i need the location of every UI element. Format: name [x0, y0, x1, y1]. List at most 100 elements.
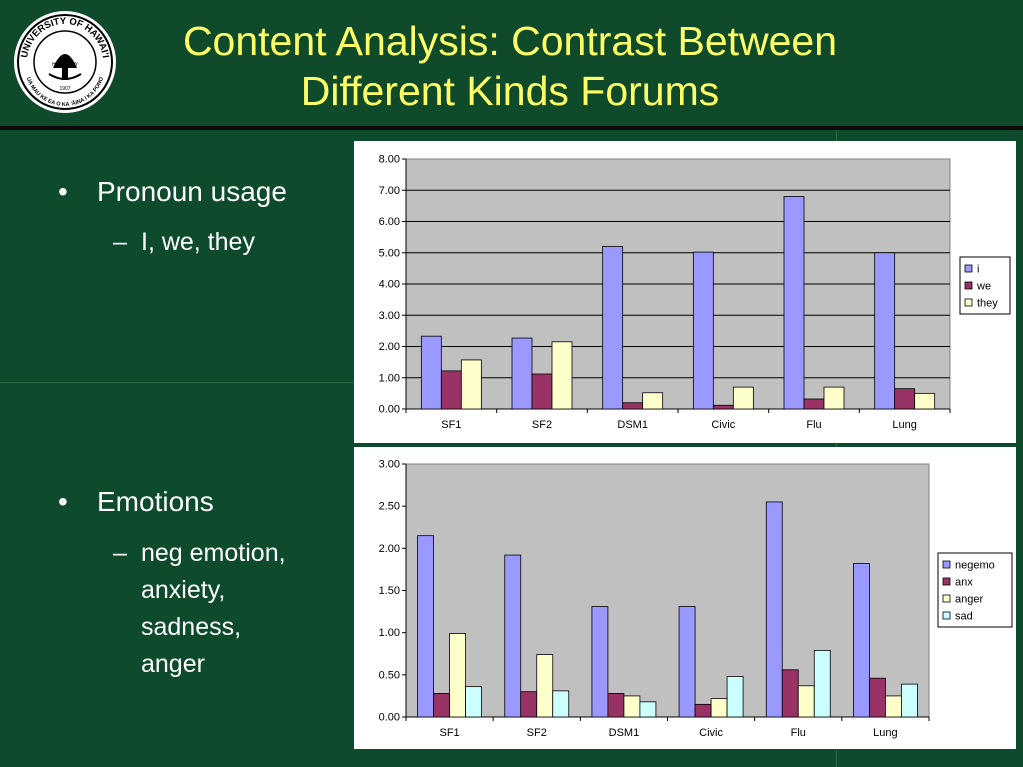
title-line-2: Different Kinds Forums	[300, 68, 720, 114]
y-tick-label: 3.00	[379, 310, 400, 322]
y-tick-label: 2.00	[379, 341, 400, 353]
y-tick-label: 7.00	[379, 185, 400, 197]
bar-negemo-DSM1	[591, 606, 609, 718]
bar-they-Lung	[914, 392, 936, 410]
bar-anx-SF2	[520, 691, 538, 718]
bar-i-Flu	[783, 196, 805, 410]
bar-negemo-Lung	[853, 563, 870, 718]
bullet-pronoun-usage: Pronoun usage	[97, 176, 287, 207]
bar-they-Civic	[732, 386, 754, 410]
x-tick-label: DSM1	[617, 419, 648, 431]
y-tick-label: 0.00	[379, 404, 400, 416]
svg-text:HUMANITY: HUMANITY	[52, 62, 79, 68]
x-tick-label: DSM1	[609, 727, 640, 739]
y-tick-label: 4.00	[379, 279, 400, 291]
legend-swatch-we	[964, 281, 973, 290]
bar-anger-DSM1	[623, 695, 641, 718]
sub-bullet-emotion-line-3: sadness,	[141, 613, 242, 641]
sub-bullet-emotion-line-1: neg emotion,	[141, 539, 286, 567]
bar-they-Flu	[823, 386, 845, 410]
bar-anger-Flu	[797, 685, 815, 718]
bar-negemo-SF2	[504, 554, 522, 718]
bar-anx-DSM1	[607, 692, 625, 718]
bar-anx-Lung	[869, 677, 886, 718]
bar-sad-SF2	[552, 690, 570, 718]
bar-we-Flu	[803, 398, 825, 410]
legend-label-sad: sad	[955, 611, 973, 623]
bullet-emotions: Emotions	[97, 486, 214, 517]
bar-anger-Lung	[885, 695, 902, 718]
bar-anger-SF2	[536, 654, 554, 718]
y-tick-label: 2.50	[379, 501, 400, 513]
bar-anx-Civic	[694, 703, 712, 718]
university-seal-logo: UNIVERSITY OF HAWAI'I UA MAU KE EA O KA …	[14, 11, 116, 113]
guide-line-horizontal	[0, 382, 360, 383]
bullet-marker: •	[58, 176, 68, 207]
y-tick-label: 8.00	[379, 154, 400, 166]
bar-they-SF1	[460, 359, 482, 410]
legend-label-anger: anger	[955, 594, 983, 606]
x-tick-label: Flu	[806, 419, 821, 431]
x-tick-label: SF2	[527, 727, 547, 739]
dash-marker: –	[113, 539, 127, 567]
dash-marker: –	[113, 228, 127, 256]
sub-bullet-emotion-line-2: anxiety,	[141, 576, 226, 604]
bar-i-Civic	[692, 251, 714, 410]
legend-swatch-sad	[942, 611, 951, 620]
bar-i-DSM1	[602, 246, 624, 410]
title-divider	[0, 126, 1023, 130]
x-tick-label: Civic	[699, 727, 723, 739]
x-tick-label: Flu	[791, 727, 806, 739]
sub-bullet-pronouns: I, we, they	[141, 228, 255, 256]
plot-area	[405, 463, 930, 718]
x-tick-label: SF1	[441, 419, 461, 431]
slide-title: Content Analysis: Contrast Between Diffe…	[120, 16, 900, 116]
y-tick-label: 6.00	[379, 216, 400, 228]
bar-i-Lung	[874, 252, 896, 410]
legend-label-anx: anx	[955, 577, 973, 589]
legend-label-we: we	[976, 281, 991, 293]
legend-label-negemo: negemo	[955, 560, 995, 572]
legend-swatch-negemo	[942, 560, 951, 569]
bar-we-Civic	[712, 404, 734, 410]
legend-label-i: i	[977, 264, 979, 276]
bar-anx-SF1	[433, 692, 450, 718]
bar-i-SF2	[511, 337, 533, 410]
bar-they-DSM1	[642, 392, 664, 410]
bar-we-Lung	[894, 388, 916, 410]
bar-we-SF1	[440, 370, 462, 410]
x-tick-label: SF1	[439, 727, 459, 739]
bar-negemo-SF1	[417, 535, 434, 718]
bar-sad-SF1	[465, 686, 482, 718]
title-line-1: Content Analysis: Contrast Between	[182, 18, 838, 64]
x-tick-label: Lung	[892, 419, 916, 431]
bar-we-DSM1	[622, 402, 644, 410]
x-tick-label: Lung	[873, 727, 897, 739]
sub-bullet-emotion-line-4: anger	[141, 650, 205, 678]
y-tick-label: 0.00	[379, 712, 400, 724]
emotion-chart: 0.00 0.50 1.00 1.50 2.00 2.50 3.00 SF1 SF2 DSM1 Ci…	[354, 447, 1016, 749]
bar-we-SF2	[531, 373, 553, 410]
pronoun-chart-svg: 0.00 1.00 2.00 3.00 4.00 5.00 6.00 7.00 8.00 SF1 S…	[379, 154, 1011, 431]
legend-label-they: they	[977, 298, 998, 310]
bar-anger-Civic	[710, 698, 728, 718]
y-tick-label: 1.00	[379, 372, 400, 384]
y-tick-label: 5.00	[379, 247, 400, 259]
y-tick-label: 2.00	[379, 543, 400, 555]
emotion-chart-svg: 0.00 0.50 1.00 1.50 2.00 2.50 3.00 SF1 SF2 DSM1 Ci…	[379, 459, 1013, 739]
bar-i-SF1	[420, 335, 442, 410]
bar-sad-Lung	[901, 683, 918, 718]
y-tick-label: 0.50	[379, 669, 400, 681]
bar-negemo-Civic	[678, 606, 696, 718]
svg-text:1907: 1907	[59, 86, 70, 92]
bullet-marker: •	[58, 486, 68, 517]
bar-anger-SF1	[449, 633, 466, 718]
x-tick-label: SF2	[532, 419, 552, 431]
y-tick-label: 1.50	[379, 585, 400, 597]
bar-they-SF2	[551, 341, 573, 410]
legend-swatch-anger	[942, 594, 951, 603]
bar-anx-Flu	[781, 669, 799, 718]
x-tick-label: Civic	[711, 419, 735, 431]
title-bar	[0, 0, 1023, 126]
y-tick-label: 3.00	[379, 459, 400, 471]
